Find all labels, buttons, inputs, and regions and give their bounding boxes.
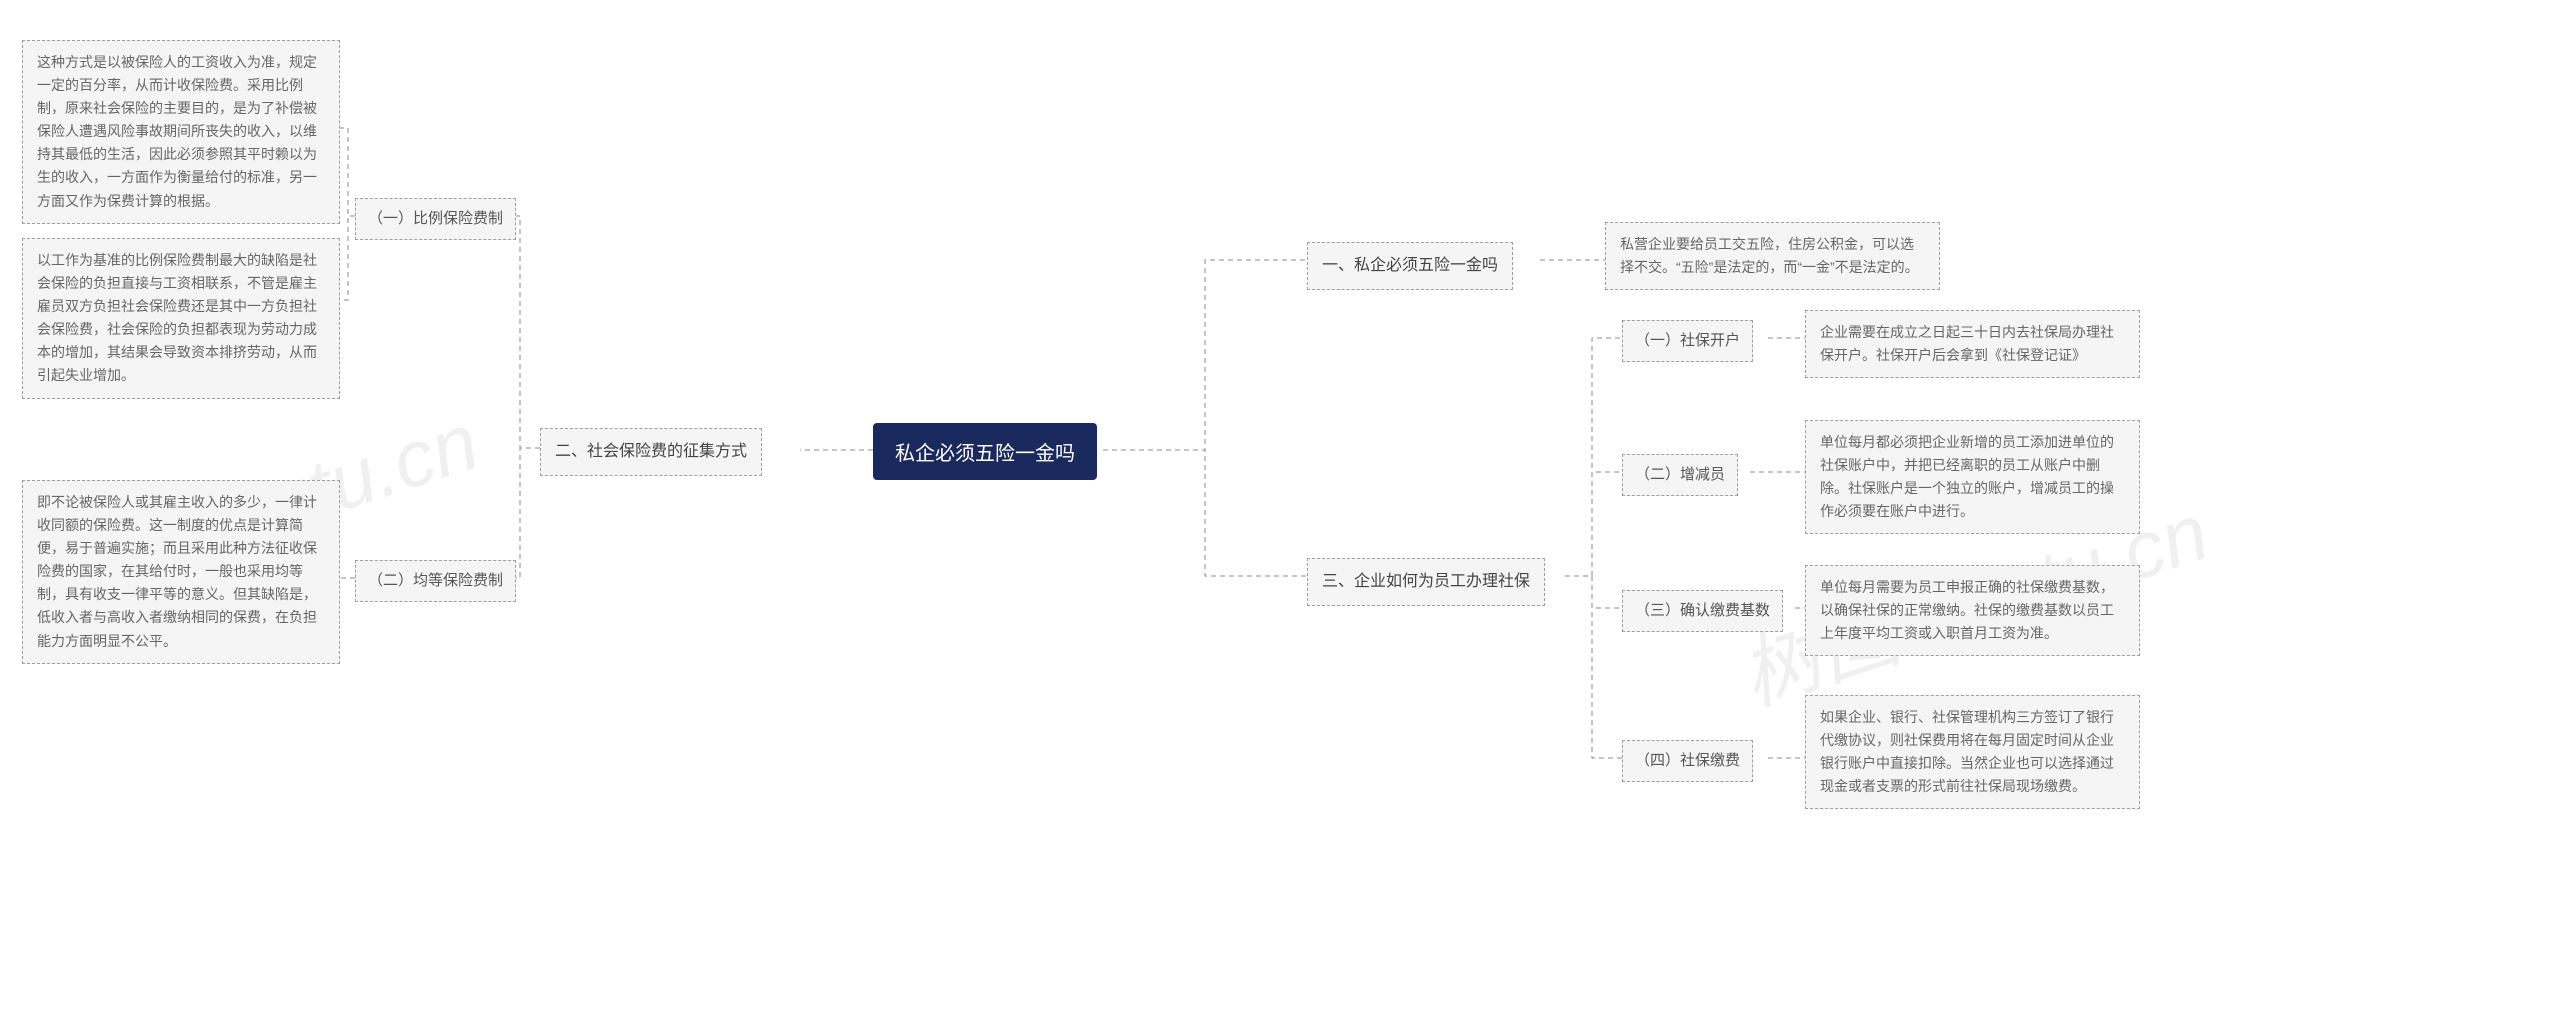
branch-3-n2-leaf: 单位每月都必须把企业新增的员工添加进单位的社保账户中，并把已经离职的员工从账户中… xyxy=(1805,420,2140,534)
branch-3-n1-leaf: 企业需要在成立之日起三十日内去社保局办理社保开户。社保开户后会拿到《社保登记证》 xyxy=(1805,310,2140,378)
branch-3-n3-leaf: 单位每月需要为员工申报正确的社保缴费基数，以确保社保的正常缴纳。社保的缴费基数以… xyxy=(1805,565,2140,656)
branch-2-n2-leaf: 即不论被保险人或其雇主收入的多少，一律计收同额的保险费。这一制度的优点是计算简便… xyxy=(22,480,340,664)
branch-1: 一、私企必须五险一金吗 xyxy=(1307,242,1513,290)
branch-2-n1: （一）比例保险费制 xyxy=(355,198,516,240)
branch-3-n4: （四）社保缴费 xyxy=(1622,740,1753,782)
branch-1-leaf: 私营企业要给员工交五险，住房公积金，可以选择不交。“五险”是法定的，而“一金”不… xyxy=(1605,222,1940,290)
branch-3: 三、企业如何为员工办理社保 xyxy=(1307,558,1545,606)
branch-2-n1-leaf2: 以工作为基准的比例保险费制最大的缺陷是社会保险的负担直接与工资相联系，不管是雇主… xyxy=(22,238,340,399)
branch-2-n2: （二）均等保险费制 xyxy=(355,560,516,602)
branch-3-n4-leaf: 如果企业、银行、社保管理机构三方签订了银行代缴协议，则社保费用将在每月固定时间从… xyxy=(1805,695,2140,809)
branch-2: 二、社会保险费的征集方式 xyxy=(540,428,762,476)
branch-3-n3: （三）确认缴费基数 xyxy=(1622,590,1783,632)
branch-3-n1: （一）社保开户 xyxy=(1622,320,1753,362)
branch-2-n1-leaf1: 这种方式是以被保险人的工资收入为准，规定一定的百分率，从而计收保险费。采用比例制… xyxy=(22,40,340,224)
branch-3-n2: （二）增减员 xyxy=(1622,454,1738,496)
connectors xyxy=(0,0,2560,1013)
root-node: 私企必须五险一金吗 xyxy=(873,423,1097,480)
